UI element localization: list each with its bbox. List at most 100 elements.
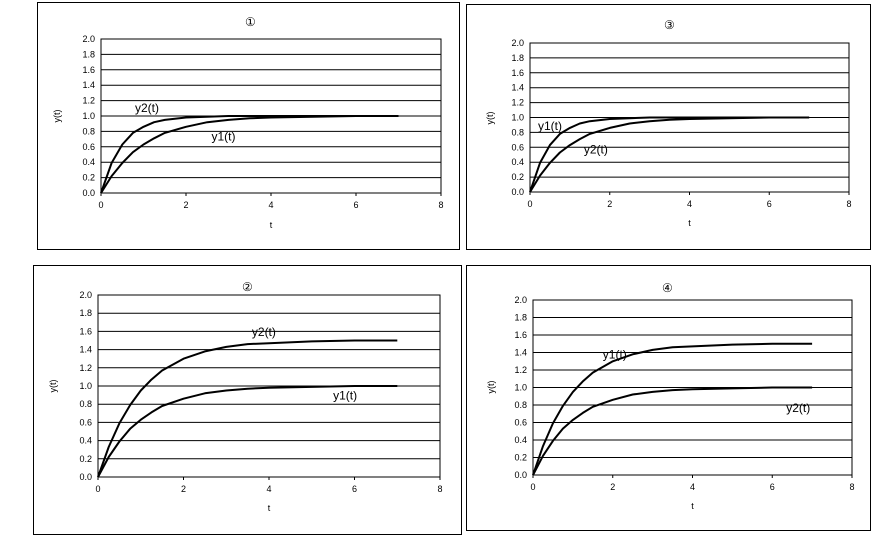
series-line-y1t xyxy=(532,342,813,476)
y-tick-label: 0.2 xyxy=(514,453,527,463)
y-tick-label: 0.4 xyxy=(79,436,92,446)
y-tick-label: 0.0 xyxy=(514,470,527,480)
y-tick-label: 1.2 xyxy=(511,98,524,108)
x-tick-label: 6 xyxy=(767,199,772,209)
y-tick-label: 1.8 xyxy=(79,308,92,318)
x-tick-label: 0 xyxy=(95,484,100,494)
x-tick-label: 4 xyxy=(690,482,695,492)
y-tick-label: 2.0 xyxy=(514,295,527,305)
y-tick-label: 0.6 xyxy=(511,142,524,152)
x-tick-label: 0 xyxy=(527,199,532,209)
y-tick-label: 1.0 xyxy=(79,381,92,391)
y-tick-label: 1.6 xyxy=(79,326,92,336)
y-tick-label: 1.0 xyxy=(82,111,95,121)
series-annotation: y1(t) xyxy=(603,348,627,362)
y-tick-label: 0.6 xyxy=(82,142,95,152)
x-tick-label: 4 xyxy=(687,199,692,209)
line-chart-3: 0.0 0.2 0.4 0.6 0.8 1.0 1.2 1.4 1.6 1.8 2.0 0 2 4 6 8 t y… xyxy=(485,38,852,228)
x-axis-label: t xyxy=(688,218,691,228)
series-annotation: y1(t) xyxy=(333,389,357,403)
y-tick-label: 1.8 xyxy=(511,53,524,63)
x-tick-label: 2 xyxy=(607,199,612,209)
series-annotation: y1(t) xyxy=(538,119,562,133)
x-tick-label: 4 xyxy=(266,484,271,494)
series-line-y1t xyxy=(97,385,398,478)
x-tick-label: 2 xyxy=(183,200,188,210)
line-chart-1: 0.0 0.2 0.4 0.6 0.8 1.0 1.2 1.4 1.6 1.8 2.0 0 2 4 6 8 t y… xyxy=(52,34,444,230)
x-tick-label: 6 xyxy=(353,200,358,210)
y-tick-label: 1.6 xyxy=(514,330,527,340)
y-axis-label: y(t) xyxy=(485,112,495,125)
x-axis-label: t xyxy=(270,220,273,230)
line-chart-4: 0.0 0.2 0.4 0.6 0.8 1.0 1.2 1.4 1.6 1.8 2.0 0 2 4 6 8 t y… xyxy=(486,295,855,511)
chart-panel-3: ③ 0.0 0.2 0.4 0.6 0.8 1.0 1.2 1.4 1.6 1.8 2.0 0 2 4 6 8… xyxy=(466,4,871,250)
series-line-y2t xyxy=(529,116,810,193)
series-annotation: y2(t) xyxy=(252,325,276,339)
y-axis-label: y(t) xyxy=(52,110,62,123)
y-tick-label: 0.4 xyxy=(514,435,527,445)
x-tick-label: 0 xyxy=(530,482,535,492)
y-tick-label: 0.8 xyxy=(514,400,527,410)
line-chart-2: 0.0 0.2 0.4 0.6 0.8 1.0 1.2 1.4 1.6 1.8 2.0 0 2 4 6 8 t y… xyxy=(48,290,443,513)
y-tick-label: 0.0 xyxy=(79,472,92,482)
y-tick-label: 1.8 xyxy=(514,313,527,323)
x-tick-label: 0 xyxy=(98,200,103,210)
x-tick-label: 2 xyxy=(610,482,615,492)
y-tick-label: 0.0 xyxy=(511,187,524,197)
series-line-y2t xyxy=(97,339,398,478)
y-tick-label: 0.0 xyxy=(82,188,95,198)
y-tick-label: 1.2 xyxy=(79,363,92,373)
y-tick-label: 1.2 xyxy=(82,96,95,106)
y-tick-label: 0.8 xyxy=(511,127,524,137)
y-tick-label: 1.6 xyxy=(511,68,524,78)
chart-panel-2: ② 0.0 0.2 0.4 0.6 0.8 1.0 1.2 1.4 1.6 1.8 2.0 0 2 4 6 8… xyxy=(33,265,462,535)
y-tick-label: 1.4 xyxy=(82,80,95,90)
series-annotation: y2(t) xyxy=(135,101,159,115)
chart-panel-4: ④ 0.0 0.2 0.4 0.6 0.8 1.0 1.2 1.4 1.6 1.8 2.0 0 2 4 6 8… xyxy=(466,265,871,531)
y-tick-label: 0.2 xyxy=(511,172,524,182)
y-tick-label: 2.0 xyxy=(511,38,524,48)
x-axis-label: t xyxy=(268,503,271,513)
y-tick-label: 0.2 xyxy=(82,173,95,183)
x-tick-label: 8 xyxy=(438,200,443,210)
series-line-y2t xyxy=(100,115,399,194)
y-tick-label: 1.4 xyxy=(514,348,527,358)
series-line-y1t xyxy=(529,116,810,193)
chart-title: ① xyxy=(245,15,256,29)
y-tick-label: 1.0 xyxy=(511,113,524,123)
y-tick-label: 2.0 xyxy=(82,34,95,44)
y-tick-label: 0.6 xyxy=(514,418,527,428)
y-tick-label: 0.8 xyxy=(79,399,92,409)
x-tick-label: 8 xyxy=(846,199,851,209)
y-tick-label: 1.4 xyxy=(511,83,524,93)
series-line-y1t xyxy=(100,115,399,194)
y-tick-label: 1.6 xyxy=(82,65,95,75)
y-tick-label: 1.4 xyxy=(79,345,92,355)
y-tick-label: 1.2 xyxy=(514,365,527,375)
chart-title: ③ xyxy=(664,18,675,32)
chart-panel-1: ① 0.0 0.2 0.4 0.6 0.8 1.0 1.2 1.4 1.6 1.8 2.0 0 2 4 6 8… xyxy=(37,2,460,250)
y-tick-label: 2.0 xyxy=(79,290,92,300)
x-tick-label: 8 xyxy=(849,482,854,492)
series-annotation: y1(t) xyxy=(212,130,236,144)
y-tick-label: 0.2 xyxy=(79,454,92,464)
y-tick-label: 0.4 xyxy=(82,157,95,167)
y-tick-label: 0.8 xyxy=(82,126,95,136)
chart-title: ② xyxy=(242,280,253,294)
x-tick-label: 6 xyxy=(770,482,775,492)
series-line-y2t xyxy=(532,386,813,476)
y-axis-label: y(t) xyxy=(486,381,496,394)
x-axis-label: t xyxy=(691,501,694,511)
y-tick-label: 1.0 xyxy=(514,383,527,393)
y-tick-label: 0.4 xyxy=(511,157,524,167)
x-tick-label: 4 xyxy=(268,200,273,210)
x-tick-label: 6 xyxy=(352,484,357,494)
chart-title: ④ xyxy=(662,281,673,295)
y-axis-label: y(t) xyxy=(48,380,58,393)
series-annotation: y2(t) xyxy=(786,401,810,415)
x-tick-label: 8 xyxy=(437,484,442,494)
x-tick-label: 2 xyxy=(181,484,186,494)
y-tick-label: 0.6 xyxy=(79,417,92,427)
series-annotation: y2(t) xyxy=(584,142,608,156)
y-tick-label: 1.8 xyxy=(82,49,95,59)
